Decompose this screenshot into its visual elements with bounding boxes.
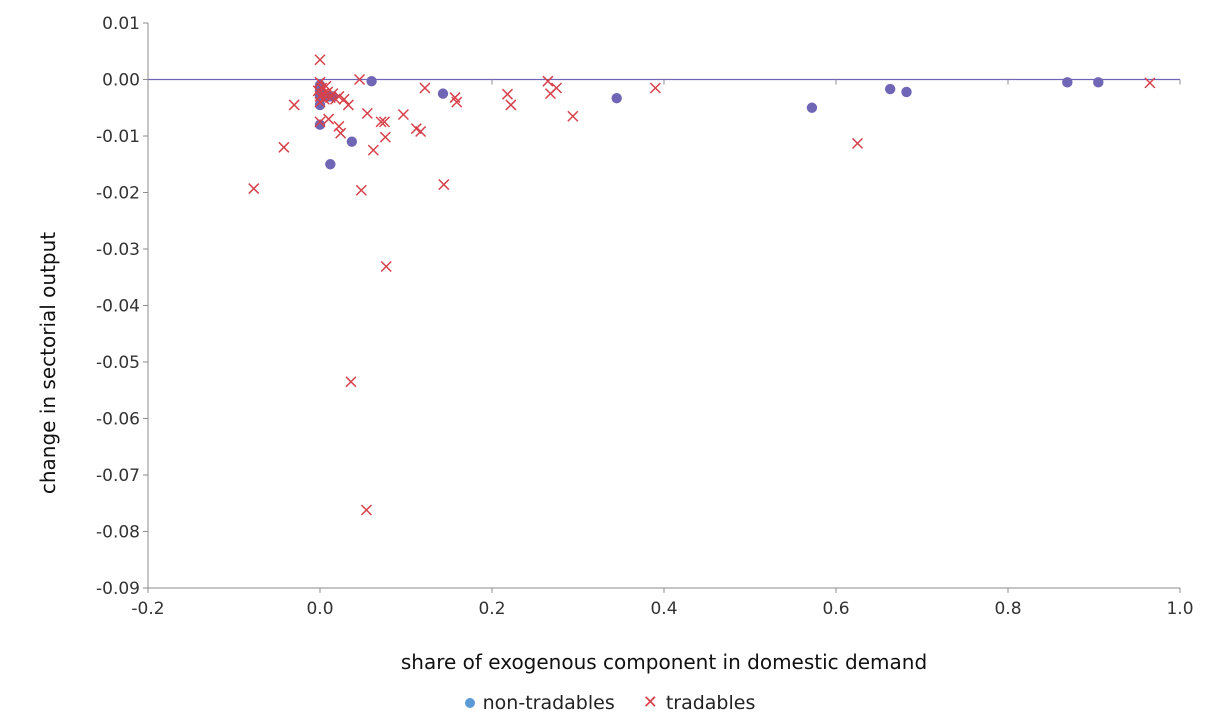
x-tick-label: 1.0: [1166, 599, 1193, 619]
point-non-tradables: [314, 99, 326, 111]
point-tradables: [333, 90, 345, 102]
point-tradables: [542, 75, 554, 87]
point-non-tradables: [314, 119, 326, 130]
point-tradables: [397, 108, 409, 121]
point-tradables: [419, 82, 431, 94]
point-tradables: [355, 184, 367, 196]
point-non-tradables: [884, 83, 896, 95]
point-tradables: [323, 113, 335, 125]
y-axis-title: change in sectorial output: [36, 232, 60, 494]
point-non-tradables: [346, 136, 358, 147]
y-tick-label: -0.04: [96, 297, 140, 317]
point-non-tradables: [437, 88, 449, 99]
cross-marker-icon: ✕: [642, 692, 658, 713]
point-tradables: [380, 260, 392, 273]
point-tradables: [415, 125, 427, 138]
point-tradables: [338, 93, 350, 105]
y-tick-label: 0.00: [102, 71, 140, 91]
point-tradables: [288, 99, 300, 111]
legend-label-tradables: tradables: [665, 692, 756, 714]
point-tradables: [361, 107, 373, 119]
point-tradables: [550, 82, 563, 94]
y-tick-label: -0.05: [96, 353, 140, 373]
y-tick-label: -0.01: [96, 127, 140, 147]
legend-label-non-tradables: non-tradables: [482, 692, 615, 714]
point-tradables: [327, 88, 339, 100]
point-tradables: [354, 73, 366, 86]
y-tick-label: 0.01: [102, 14, 140, 34]
point-tradables: [378, 116, 391, 128]
point-tradables: [379, 131, 391, 143]
legend: non-tradables ✕ tradables: [0, 690, 1220, 716]
point-non-tradables: [1062, 77, 1073, 88]
data-points: [248, 54, 1156, 516]
y-axis: 0.01 0.00 -0.01 -0.02 -0.03 -0.04 -0.05 -0.06 -0…: [96, 14, 149, 599]
scatter-chart: 0.010.00-0.01-0.02-0.03-0.04-0.05-0.06-0…: [36, 14, 1194, 674]
legend-item-non-tradables: non-tradables: [464, 692, 615, 714]
x-axis-title: share of exogenous component in domestic…: [401, 650, 927, 674]
x-tick-label: 0.6: [822, 599, 849, 619]
y-tick-label: -0.08: [96, 523, 140, 543]
circle-marker-icon: [464, 698, 475, 708]
point-tradables: [567, 110, 579, 122]
x-tick-label: 0.8: [994, 599, 1021, 619]
x-tick-label: 0.0: [306, 599, 333, 619]
point-tradables: [1144, 77, 1156, 89]
point-tradables: [314, 54, 326, 66]
point-tradables: [278, 141, 290, 153]
point-non-tradables: [325, 159, 336, 170]
point-tradables: [438, 179, 450, 191]
point-tradables: [851, 137, 864, 149]
point-tradables: [649, 82, 661, 94]
y-tick-label: -0.09: [96, 579, 140, 599]
point-tradables: [501, 88, 514, 100]
point-tradables: [314, 116, 326, 128]
point-tradables: [360, 504, 372, 516]
point-tradables: [333, 120, 345, 132]
point-tradables: [248, 183, 260, 195]
point-non-tradables: [806, 102, 818, 113]
point-non-tradables: [901, 86, 912, 98]
x-tick-label: 0.2: [478, 599, 505, 619]
y-tick-label: -0.02: [96, 184, 140, 204]
point-tradables: [342, 99, 354, 111]
legend-item-tradables: ✕ tradables: [643, 692, 756, 714]
point-tradables: [451, 96, 463, 108]
point-tradables: [335, 127, 347, 139]
point-tradables: [505, 99, 517, 111]
point-non-tradables: [366, 75, 377, 87]
x-tick-label: 0.4: [650, 599, 677, 619]
y-tick-label: -0.03: [96, 240, 140, 260]
point-non-tradables: [611, 92, 622, 104]
x-tick-label: -0.2: [131, 599, 164, 619]
x-axis: -0.2 0.0 0.2 0.4 0.6 0.8 1.0: [131, 78, 1194, 619]
point-tradables: [375, 116, 387, 128]
y-tick-label: -0.07: [96, 466, 140, 486]
point-tradables: [367, 144, 379, 156]
point-tradables: [314, 96, 326, 108]
point-non-tradables: [1093, 77, 1104, 88]
y-tick-label: -0.06: [96, 410, 140, 430]
point-tradables: [345, 376, 357, 388]
